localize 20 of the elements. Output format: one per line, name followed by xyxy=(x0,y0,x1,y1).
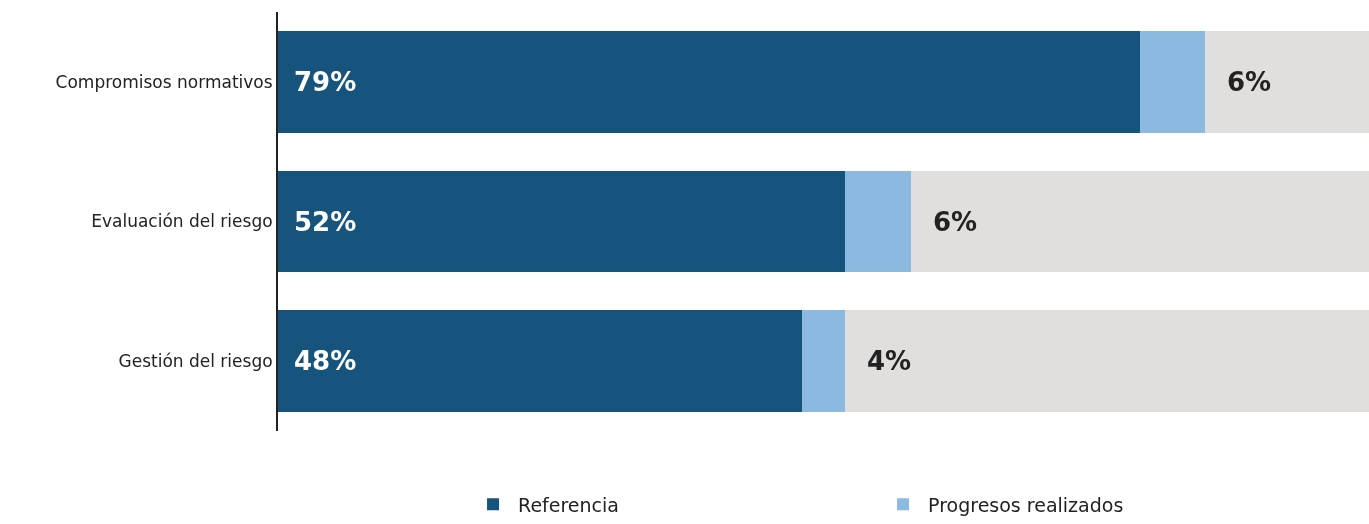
bar xyxy=(845,170,911,273)
bar xyxy=(1205,30,1369,133)
bar xyxy=(278,310,802,413)
legend-label: Progresos realizados xyxy=(928,493,1124,516)
legend-label: Referencia xyxy=(518,493,619,516)
y-tick-label: Evaluación del riesgo xyxy=(91,211,273,232)
bar xyxy=(910,170,1369,273)
bar xyxy=(278,170,846,273)
y-tick-label: Gestión del riesgo xyxy=(118,351,273,372)
data-label: 6% xyxy=(933,207,978,237)
bar xyxy=(801,310,846,413)
data-label: 79% xyxy=(294,67,357,97)
bar xyxy=(278,30,1140,133)
y-tick-label: Compromisos normativos xyxy=(55,71,273,92)
data-label: 52% xyxy=(294,207,357,237)
bar xyxy=(1139,30,1206,133)
data-label: 4% xyxy=(867,346,912,376)
bar xyxy=(845,310,1369,413)
data-label: 6% xyxy=(1227,67,1272,97)
data-label: 48% xyxy=(294,346,357,376)
